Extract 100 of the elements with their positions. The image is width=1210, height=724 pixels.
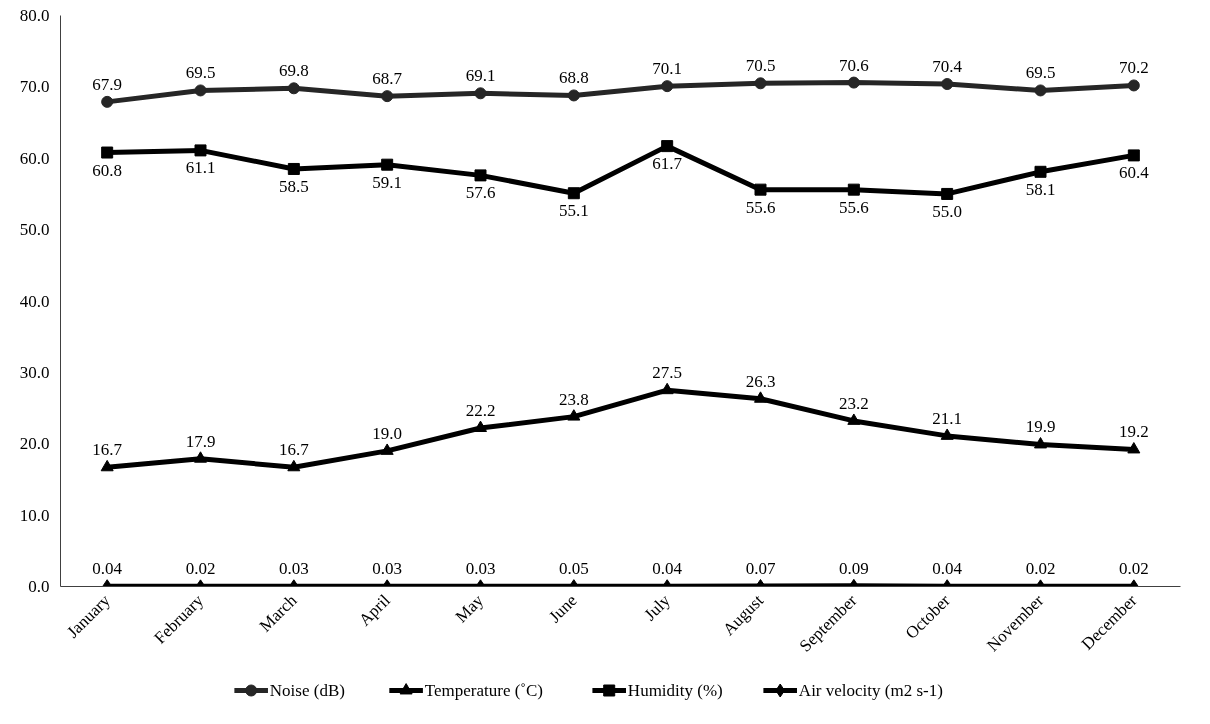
point (661, 80, 674, 93)
data-label: 0.02 (1025, 559, 1056, 579)
data-label: 70.1 (652, 59, 683, 79)
y-tick-label: 50.0 (19, 220, 50, 240)
y-tick-label: 30.0 (19, 362, 50, 382)
point (100, 459, 114, 472)
data-label: 69.8 (278, 61, 309, 81)
point (941, 78, 954, 91)
data-label: 19.0 (372, 423, 403, 443)
data-label: 22.2 (465, 401, 496, 421)
data-label: 55.1 (558, 201, 589, 221)
point (474, 87, 487, 100)
data-label: 57.6 (465, 183, 496, 203)
point (474, 420, 487, 433)
legend-label: Humidity (%) (627, 681, 723, 700)
data-label: 0.02 (185, 559, 216, 579)
data-label: 21.1 (932, 408, 963, 428)
x-tick-label: May (451, 590, 488, 627)
y-tick-label: 0.0 (28, 577, 50, 596)
data-label: 59.1 (372, 172, 403, 192)
point (661, 140, 674, 153)
point (754, 183, 767, 196)
point (567, 89, 580, 102)
y-tick-label: 40.0 (19, 291, 50, 311)
data-label: 0.04 (652, 559, 683, 579)
data-label: 61.7 (652, 154, 683, 174)
data-label: 0.09 (838, 558, 869, 578)
point (194, 451, 207, 463)
point (287, 162, 300, 175)
point (381, 158, 394, 171)
legend-label: Noise (dB) (269, 681, 345, 700)
x-tick-label: July (640, 590, 675, 625)
y-tick-label: 80.0 (19, 6, 50, 25)
point (567, 187, 580, 200)
data-label: 55.6 (838, 197, 869, 217)
data-label: 16.7 (92, 440, 123, 460)
point (1034, 84, 1047, 97)
point (381, 90, 394, 103)
data-label: 19.9 (1025, 417, 1056, 437)
data-label: 26.3 (745, 371, 776, 391)
y-tick-label: 10.0 (19, 505, 50, 525)
data-label: 23.2 (838, 393, 869, 413)
point (754, 391, 767, 403)
point (101, 146, 114, 159)
point (754, 77, 767, 90)
point (1127, 149, 1140, 162)
data-label: 70.4 (932, 57, 963, 77)
data-label: 69.1 (465, 66, 496, 86)
point (380, 443, 394, 455)
data-label: 16.7 (278, 440, 310, 460)
point (1127, 79, 1140, 92)
data-label: 68.8 (558, 68, 589, 88)
data-label: 55.0 (932, 201, 963, 221)
point (847, 76, 860, 89)
legend-label: Air velocity (m2 s-1) (798, 681, 943, 700)
data-label: 0.04 (92, 559, 123, 579)
point (1034, 165, 1047, 178)
data-label: 58.5 (278, 176, 309, 196)
point (101, 95, 114, 108)
point (1034, 437, 1047, 449)
point (660, 382, 674, 395)
point (194, 144, 207, 157)
data-label: 17.9 (185, 431, 216, 451)
data-label: 0.02 (1118, 559, 1149, 579)
point (1127, 442, 1141, 454)
point (474, 169, 487, 182)
data-label: 23.8 (558, 389, 589, 409)
data-label: 27.5 (652, 363, 683, 383)
x-tick-label: June (545, 590, 581, 627)
data-label: 0.03 (372, 559, 403, 579)
data-label: 60.4 (1118, 163, 1150, 183)
point (941, 187, 954, 200)
y-tick-label: 60.0 (19, 148, 50, 168)
data-label: 55.6 (745, 197, 776, 217)
data-label: 58.1 (1025, 179, 1056, 199)
point (847, 183, 860, 196)
data-label: 70.6 (838, 55, 869, 75)
data-label: 68.7 (372, 69, 403, 89)
data-label: 19.2 (1118, 422, 1149, 442)
data-label: 70.2 (1118, 58, 1149, 78)
data-label: 0.04 (932, 559, 963, 579)
data-label: 0.07 (745, 559, 776, 578)
data-label: 69.5 (185, 63, 216, 83)
data-label: 61.1 (185, 158, 216, 178)
data-label: 70.5 (745, 56, 776, 76)
data-label: 0.03 (465, 559, 496, 579)
data-label: 69.5 (1025, 63, 1056, 83)
data-label: 0.05 (558, 559, 589, 579)
legend-label: Temperature (˚C) (424, 681, 544, 700)
y-tick-label: 20.0 (19, 434, 50, 454)
data-label: 67.9 (92, 74, 123, 94)
point (567, 409, 581, 421)
data-label: 60.8 (92, 160, 123, 180)
point (287, 82, 300, 95)
point (287, 459, 301, 472)
data-label: 0.03 (278, 559, 309, 579)
point (847, 413, 861, 425)
point (194, 84, 207, 97)
point (940, 428, 954, 440)
y-tick-label: 70.0 (19, 77, 50, 97)
